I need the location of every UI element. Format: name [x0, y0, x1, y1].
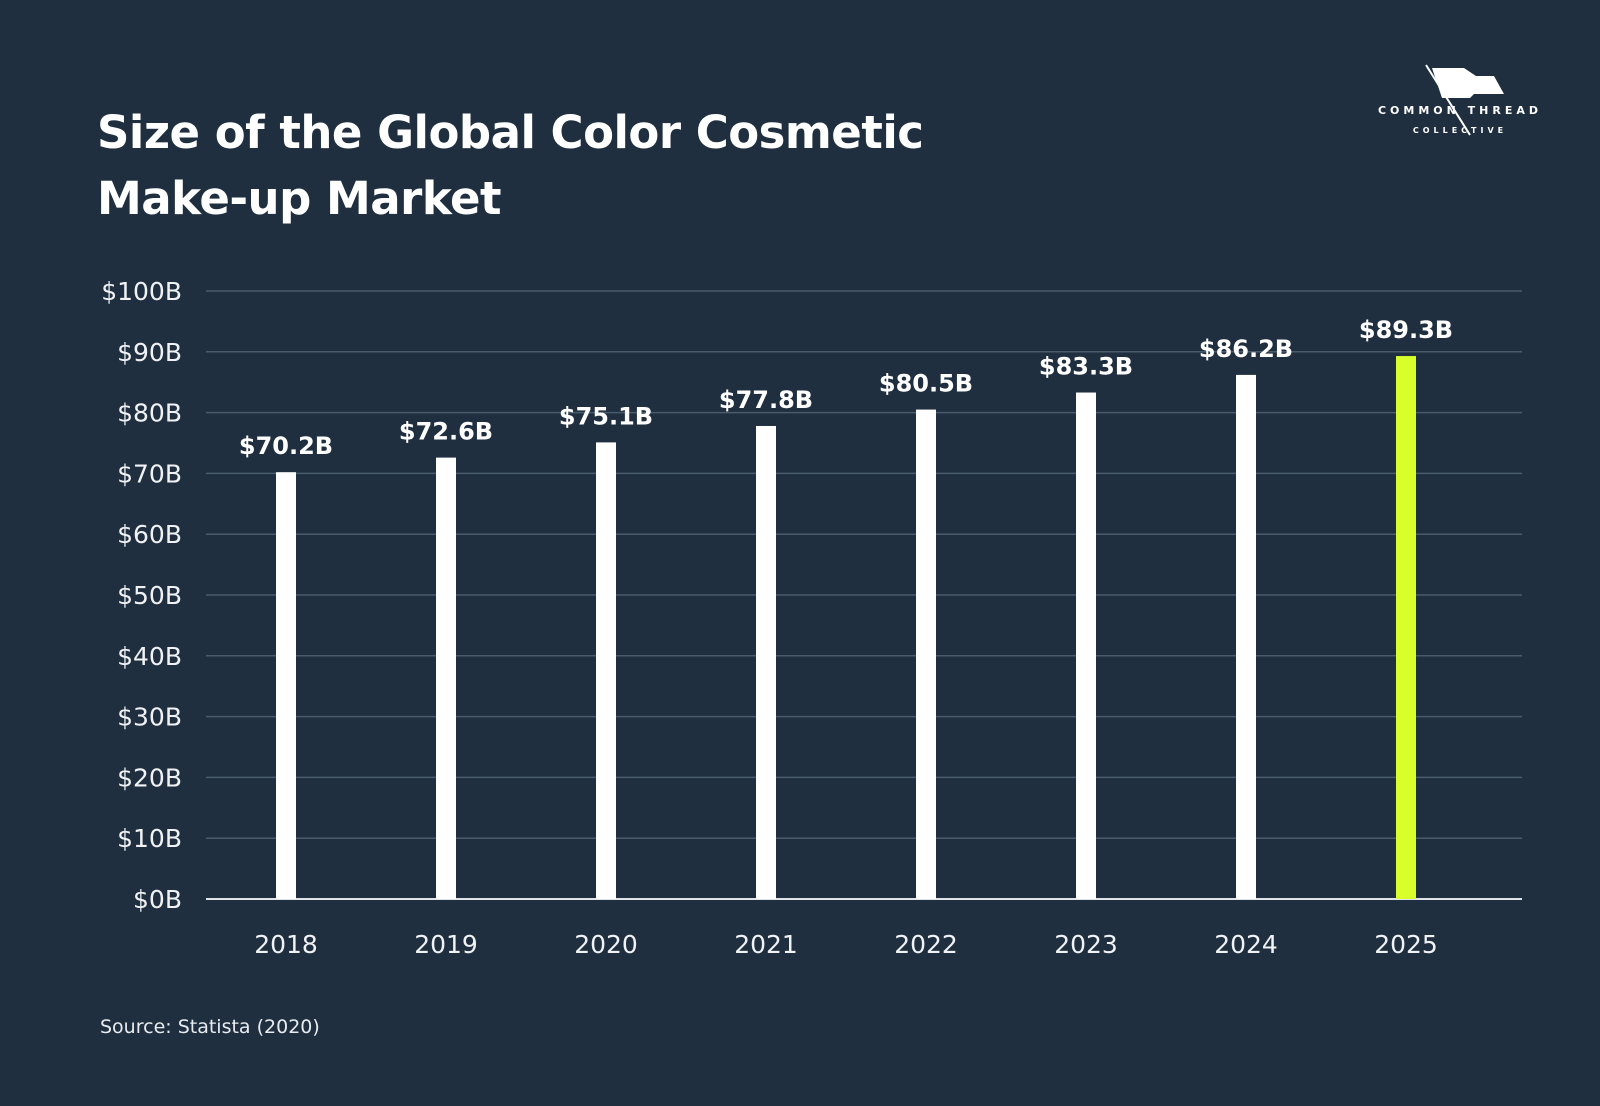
data-label: $89.3B: [1359, 316, 1453, 344]
x-tick-label: 2021: [734, 930, 798, 959]
data-label: $80.5B: [879, 370, 973, 398]
y-tick-label: $60B: [117, 520, 182, 549]
x-tick-label: 2020: [574, 930, 638, 959]
x-tick-label: 2023: [1054, 930, 1118, 959]
x-tick-label: 2018: [254, 930, 318, 959]
bar-2020: [596, 442, 616, 899]
y-tick-label: $30B: [117, 703, 182, 732]
data-label: $72.6B: [399, 418, 493, 446]
y-tick-label: $100B: [101, 277, 182, 306]
x-tick-label: 2025: [1374, 930, 1438, 959]
common-thread-logo: COMMON THREAD COLLECTIVE: [1370, 60, 1550, 150]
data-label: $70.2B: [239, 432, 333, 460]
data-label: $83.3B: [1039, 353, 1133, 381]
source-note: Source: Statista (2020): [100, 1016, 320, 1038]
data-label: $75.1B: [559, 402, 653, 430]
x-tick-label: 2019: [414, 930, 478, 959]
y-tick-label: $70B: [117, 459, 182, 488]
flag-needle-icon: [1425, 64, 1504, 136]
logo-line-2: COLLECTIVE: [1412, 126, 1508, 135]
bar-2022: [916, 409, 936, 899]
bar-2024: [1236, 374, 1256, 899]
bar-2021: [756, 425, 776, 899]
title-line-2: Make-up Market: [97, 172, 502, 225]
y-tick-label: $20B: [117, 763, 182, 792]
y-tick-label: $0B: [133, 885, 182, 914]
x-tick-label: 2024: [1214, 930, 1278, 959]
title-line-1: Size of the Global Color Cosmetic: [97, 106, 924, 159]
bar-2019: [436, 457, 456, 899]
y-tick-label: $90B: [117, 338, 182, 367]
logo-line-1: COMMON THREAD: [1377, 104, 1543, 117]
y-tick-label: $80B: [117, 399, 182, 428]
y-tick-label: $10B: [117, 824, 182, 853]
bar-2018: [276, 472, 296, 899]
data-label: $86.2B: [1199, 335, 1293, 363]
chart-title: Size of the Global Color Cosmetic Make-u…: [97, 100, 924, 232]
bar-2023: [1076, 392, 1096, 899]
x-tick-label: 2022: [894, 930, 958, 959]
y-tick-label: $40B: [117, 642, 182, 671]
bar-2025: [1396, 356, 1416, 899]
y-tick-label: $50B: [117, 581, 182, 610]
data-label: $77.8B: [719, 386, 813, 414]
